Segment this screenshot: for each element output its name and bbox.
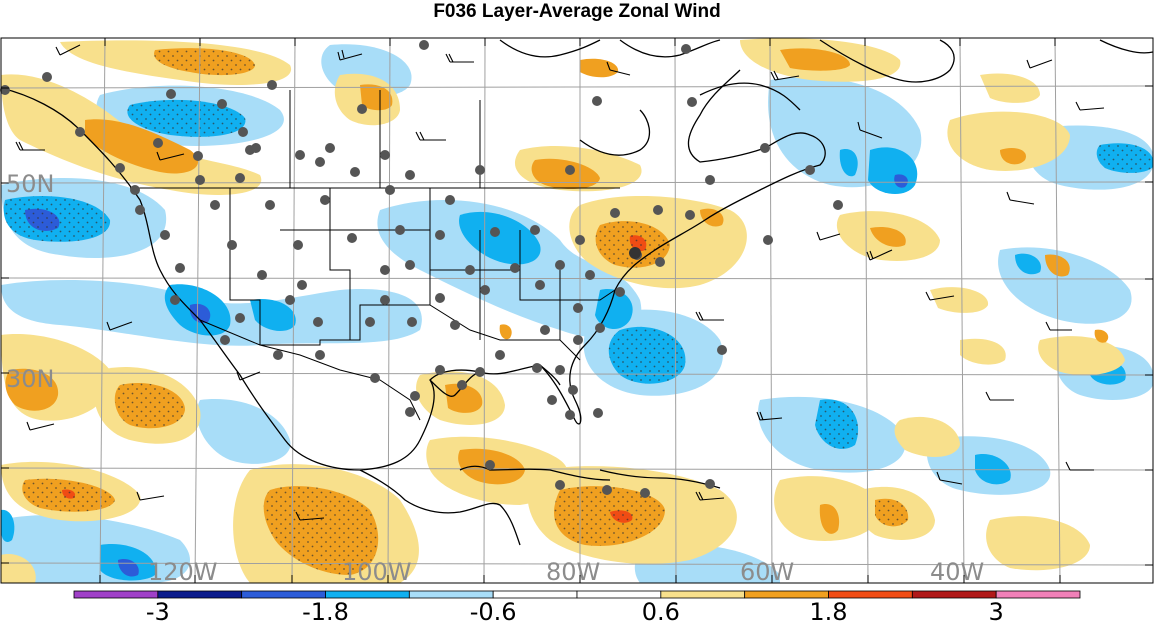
frame-ticks bbox=[1, 38, 1153, 583]
colorbar-box bbox=[157, 590, 243, 599]
colorbar-box bbox=[576, 590, 662, 599]
colorbar-boxes bbox=[73, 590, 1081, 599]
colorbar-box bbox=[744, 590, 829, 599]
lon-label-120w: 120W bbox=[148, 558, 218, 586]
colorbar-box bbox=[995, 590, 1081, 599]
political-borders bbox=[130, 90, 620, 421]
lon-label-100w: 100W bbox=[342, 558, 412, 586]
colorbar-label: 1.8 bbox=[809, 598, 847, 622]
colorbar-box bbox=[828, 590, 913, 599]
map-frame bbox=[0, 37, 1154, 584]
lat-label-30n: 30N bbox=[6, 365, 55, 393]
colorbar-label: 3 bbox=[989, 598, 1004, 622]
wind-barb-icon bbox=[15, 44, 1105, 521]
colorbar-box bbox=[241, 590, 326, 599]
colorbar-box bbox=[492, 590, 578, 599]
coastlines bbox=[1, 39, 1153, 546]
lon-label-80w: 80W bbox=[546, 558, 600, 586]
lon-label-60w: 60W bbox=[740, 558, 794, 586]
colorbar-box bbox=[73, 590, 159, 599]
colorbar-label: -1.8 bbox=[302, 598, 349, 622]
colorbar-label: -3 bbox=[146, 598, 170, 622]
colorbar-label: 0.6 bbox=[642, 598, 680, 622]
colorbar-box bbox=[660, 590, 746, 599]
colorbar-box bbox=[325, 590, 410, 599]
colorbar-box bbox=[408, 590, 494, 599]
colorbar-box bbox=[911, 590, 997, 599]
map-title: F036 Layer-Average Zonal Wind bbox=[433, 1, 721, 22]
lat-label-50n: 50N bbox=[6, 170, 55, 198]
stipple-overlay bbox=[3, 48, 1153, 575]
lon-label-40w: 40W bbox=[930, 558, 984, 586]
colorbar-label: -0.6 bbox=[470, 598, 517, 622]
colorbar-labels: -3 -1.8 -0.6 0.6 1.8 3 bbox=[146, 598, 1004, 622]
graticule bbox=[1, 38, 1153, 583]
